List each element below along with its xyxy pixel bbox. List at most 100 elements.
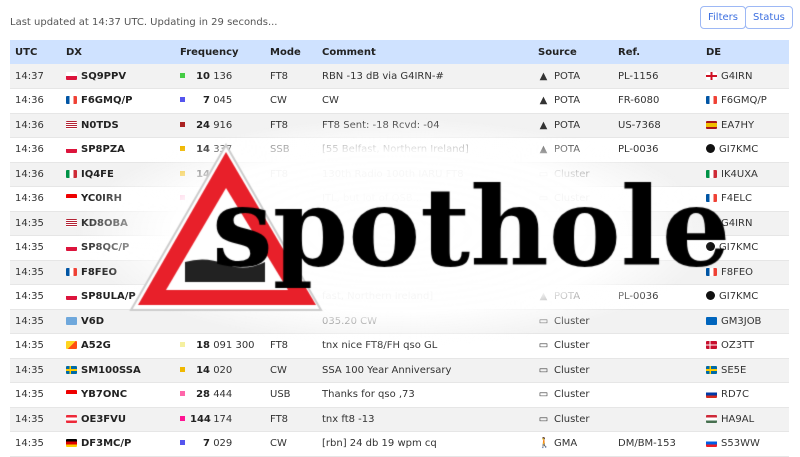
dx-cell[interactable]: F8FEO <box>61 260 175 285</box>
ref-cell[interactable] <box>613 211 701 236</box>
dx-cell[interactable]: SQ9PPV <box>61 64 175 89</box>
de-callsign: EA7HY <box>721 119 755 131</box>
dx-callsign[interactable]: SP8ULA/P <box>81 291 136 303</box>
dx-cell[interactable]: YB7ONC <box>61 382 175 408</box>
dx-cell[interactable]: KD8OBA <box>61 211 175 236</box>
dx-callsign[interactable]: SM100SSA <box>81 364 141 376</box>
mode-cell: CW <box>265 431 317 457</box>
filters-button[interactable]: Filters <box>700 6 746 29</box>
table-row[interactable]: 14:35 KD8OBA G4IRN <box>10 211 789 236</box>
comment-cell: fast, Northern Ireland] <box>317 284 533 310</box>
dx-callsign[interactable]: YB7ONC <box>81 389 128 401</box>
dx-cell[interactable]: F6GMQ/P <box>61 88 175 114</box>
source-cell: ▭ Cluster <box>533 382 613 408</box>
source-cell <box>533 235 613 261</box>
band-color-icon <box>180 366 185 372</box>
flag-icon <box>706 439 717 448</box>
table-row[interactable]: 14:35 YB7ONC 28 444 USB Thanks for qso ,73 ▭ C… <box>10 382 789 408</box>
ref-cell[interactable]: US-7368 <box>613 113 701 138</box>
dx-callsign[interactable]: SQ9PPV <box>81 70 127 82</box>
ref-cell[interactable]: FR-6080 <box>613 88 701 114</box>
de-callsign: F4ELC <box>721 193 752 205</box>
dx-callsign[interactable]: N0TDS <box>81 119 119 131</box>
source-cell: ▭ Cluster <box>533 407 613 432</box>
dx-cell[interactable]: SM100SSA <box>61 358 175 383</box>
de-callsign: GI7KMC <box>719 291 759 303</box>
table-row[interactable]: 14:35 SP8QC/P GI7KMC <box>10 235 789 261</box>
dx-callsign[interactable]: YC0IRH <box>81 193 122 205</box>
flag-icon <box>706 390 717 399</box>
ref-cell[interactable] <box>613 260 701 285</box>
ref-cell[interactable] <box>613 382 701 408</box>
dx-cell[interactable]: V6D <box>61 309 175 334</box>
source-label: Cluster <box>554 389 590 401</box>
ref-cell[interactable] <box>613 162 701 187</box>
ref-cell[interactable] <box>613 333 701 359</box>
table-row[interactable]: 14:36 SP8PZA 14 337 SSB [55 Belfast, Norther… <box>10 137 789 163</box>
ref-cell[interactable] <box>613 358 701 383</box>
de-callsign: OZ3TT <box>721 340 755 352</box>
col-dx[interactable]: DX <box>61 40 175 64</box>
table-row[interactable]: 14:36 N0TDS 24 916 FT8 FT8 Sent: -18 Rcvd: -… <box>10 113 789 138</box>
dx-callsign[interactable]: DF3MC/P <box>81 438 132 450</box>
ref-cell[interactable] <box>613 309 701 334</box>
de-cell: IK4UXA <box>701 162 789 187</box>
col-de[interactable]: DE <box>701 40 789 64</box>
col-utc[interactable]: UTC <box>10 40 61 64</box>
de-cell: SE5E <box>701 358 789 383</box>
dx-callsign[interactable]: OE3FVU <box>81 413 126 425</box>
table-row[interactable]: 14:35 DF3MC/P 7 029 CW [rbn] 24 db 19 wpm cq… <box>10 431 789 457</box>
dx-callsign[interactable]: SP8PZA <box>81 144 125 156</box>
frequency-mhz: 7 <box>203 438 210 450</box>
dx-cell[interactable]: SP8PZA <box>61 137 175 163</box>
table-row[interactable]: 14:36 F6GMQ/P 7 045 CW CW ▲ POTA FR-6080 F6GMQ/P <box>10 88 789 114</box>
dx-cell[interactable]: YC0IRH <box>61 186 175 212</box>
comment-cell: tnx nice FT8/FH qso GL <box>317 333 533 359</box>
ref-cell[interactable] <box>613 407 701 432</box>
band-color-icon <box>180 440 185 446</box>
table-row[interactable]: 14:35 OE3FVU 144 174 FT8 tnx ft8 -13 ▭ Cluster… <box>10 407 789 432</box>
ref-cell[interactable] <box>613 186 701 212</box>
dx-callsign[interactable]: A52G <box>81 340 111 352</box>
table-row[interactable]: 14:36 YC0IRH ITL, but lot of QSB... ▭ Clust… <box>10 186 789 212</box>
ref-cell[interactable] <box>613 235 701 261</box>
dx-cell[interactable]: DF3MC/P <box>61 431 175 457</box>
flag-icon <box>66 243 77 252</box>
dx-cell[interactable]: SP8ULA/P <box>61 284 175 310</box>
dx-callsign[interactable]: V6D <box>81 315 104 327</box>
comment-cell: tnx ft8 -13 <box>317 407 533 432</box>
ref-cell[interactable]: PL-0036 <box>613 284 701 310</box>
band-color-icon <box>180 146 185 152</box>
dx-cell[interactable]: IQ4FE <box>61 162 175 187</box>
table-row[interactable]: 14:35 V6D 035.20 CW ▭ Cluster GM3JOB <box>10 309 789 334</box>
col-source[interactable]: Source <box>533 40 613 64</box>
dx-cell[interactable]: SP8QC/P <box>61 235 175 261</box>
dx-callsign[interactable]: KD8OBA <box>81 217 128 229</box>
col-comment[interactable]: Comment <box>317 40 533 64</box>
ref-cell[interactable]: DM/BM-153 <box>613 431 701 457</box>
table-row[interactable]: 14:37 SQ9PPV 10 136 FT8 RBN -13 dB via G4IRN… <box>10 64 789 89</box>
dx-cell[interactable]: N0TDS <box>61 113 175 138</box>
table-row[interactable]: 14:35 A52G 18 091 300 FT8 tnx nice FT8/FH qs… <box>10 333 789 359</box>
monitor-icon: ▭ <box>538 168 549 180</box>
status-button[interactable]: Status <box>745 6 793 29</box>
table-row[interactable]: 14:35 F8FEO F8FEO <box>10 260 789 285</box>
spots-table: UTC DX Frequency Mode Comment Source Ref… <box>10 40 789 457</box>
band-color-icon <box>180 170 185 176</box>
table-row[interactable]: 14:35 SM100SSA 14 020 CW SSA 100 Year Annive… <box>10 358 789 383</box>
utc-cell: 14:35 <box>10 260 61 285</box>
dx-cell[interactable]: OE3FVU <box>61 407 175 432</box>
utc-cell: 14:35 <box>10 235 61 261</box>
dx-callsign[interactable]: SP8QC/P <box>81 242 130 254</box>
col-frequency[interactable]: Frequency <box>175 40 265 64</box>
dx-callsign[interactable]: F8FEO <box>81 266 117 278</box>
table-row[interactable]: 14:36 IQ4FE 14 FT8 130th Radio 100th IARU F… <box>10 162 789 187</box>
dx-callsign[interactable]: F6GMQ/P <box>81 95 133 107</box>
col-ref[interactable]: Ref. <box>613 40 701 64</box>
dx-callsign[interactable]: IQ4FE <box>81 168 114 180</box>
ref-cell[interactable]: PL-0036 <box>613 137 701 163</box>
dx-cell[interactable]: A52G <box>61 333 175 359</box>
col-mode[interactable]: Mode <box>265 40 317 64</box>
ref-cell[interactable]: PL-1156 <box>613 64 701 89</box>
table-row[interactable]: 14:35 SP8ULA/P fast, Northern Ireland] ▲ PO… <box>10 284 789 310</box>
